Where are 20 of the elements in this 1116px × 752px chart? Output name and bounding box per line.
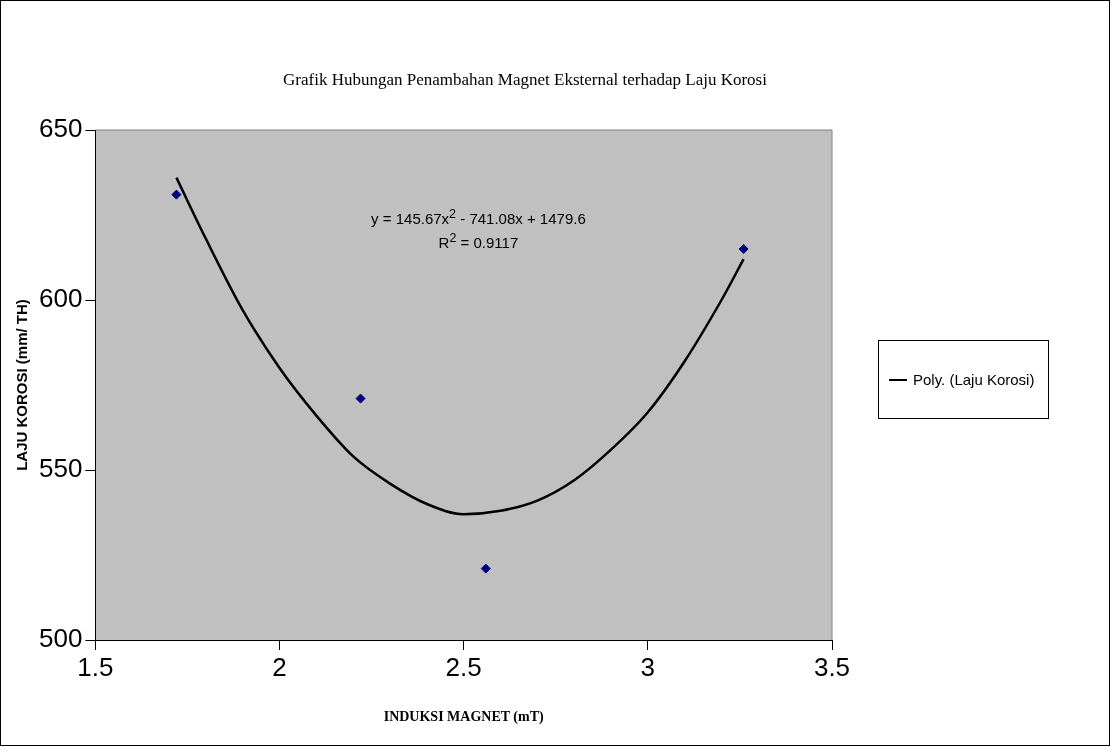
x-tick-label: 3 <box>640 651 656 682</box>
annotation: y = 145.67x$^{2}$ - 741.08x + 1479.6 <box>371 206 586 227</box>
x-tick-label: 3.5 <box>813 651 851 682</box>
y-tick-label: 500 <box>38 623 83 654</box>
y-axis-title: LAJU KOROSI (mm/ TH) <box>13 299 31 471</box>
y-tick-label: 600 <box>38 283 83 314</box>
x-tick-label: 2 <box>272 651 287 682</box>
chart-title: Grafik Hubungan Penambahan Magnet Eksternal terhadap Laju Korosi <box>282 70 768 90</box>
legend-label: Poly. (Laju Korosi) <box>913 371 1035 388</box>
line-series <box>175 176 745 516</box>
x-tick-label: 2.5 <box>445 651 482 682</box>
point <box>480 563 491 574</box>
annotation: R$^{2}$ = 0.9117 <box>438 230 519 251</box>
point <box>738 244 749 254</box>
x-axis-title: INDUKSI MAGNET (mT) <box>383 709 545 726</box>
point <box>171 189 182 200</box>
y-tick-label: 550 <box>38 453 83 484</box>
y-tick-label: 650 <box>38 113 83 144</box>
point <box>355 393 366 404</box>
x-tick-label: 1.5 <box>77 651 114 682</box>
